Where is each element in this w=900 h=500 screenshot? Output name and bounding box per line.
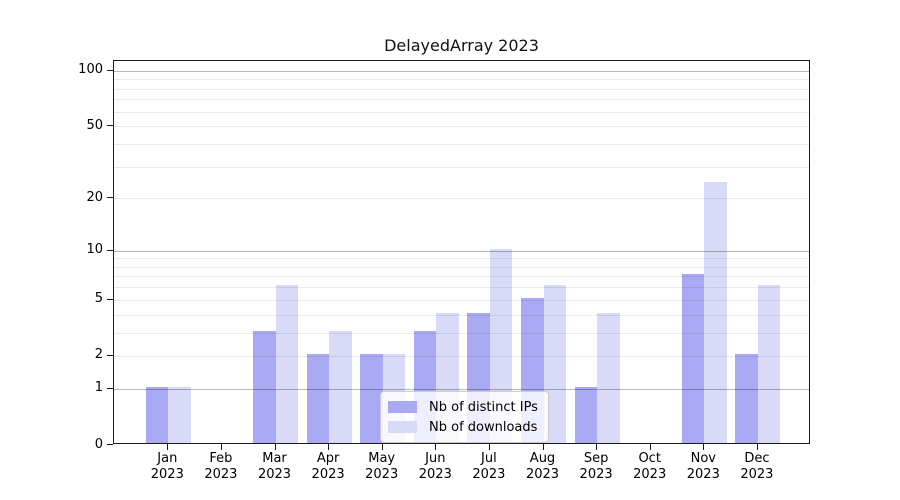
gridline-minor-40 — [114, 143, 809, 145]
x-tick-mar — [274, 444, 276, 450]
bar-downloads-mar — [275, 285, 298, 443]
bar-downloads-dec — [757, 285, 781, 443]
gridline-minor-9 — [114, 258, 809, 260]
x-tick-label-jun: Jun 2023 — [418, 451, 452, 482]
x-tick-oct — [649, 444, 651, 450]
x-tick-feb — [220, 444, 222, 450]
gridline-minor-70 — [114, 99, 809, 101]
y-tick-100 — [107, 69, 113, 71]
legend-entry-distinct-ips: Nb of distinct IPs — [388, 397, 538, 417]
bar-downloads-apr — [329, 330, 352, 443]
x-tick-label-sep: Sep 2023 — [579, 451, 613, 482]
bar-distinct-ips-mar — [253, 330, 276, 443]
gridline-minor-8 — [114, 266, 809, 268]
y-tick-1 — [107, 387, 113, 389]
gridline-minor-30 — [114, 166, 809, 168]
y-tick-label-20: 20 — [86, 189, 103, 205]
legend: Nb of distinct IPs Nb of downloads — [380, 391, 549, 443]
y-tick-label-50: 50 — [86, 117, 103, 133]
x-tick-dec — [756, 444, 758, 450]
gridline-major-1 — [114, 388, 809, 390]
bar-distinct-ips-sep — [574, 386, 598, 443]
y-tick-5 — [107, 298, 113, 300]
legend-entry-downloads: Nb of downloads — [388, 417, 538, 437]
y-tick-0 — [107, 444, 113, 445]
y-tick-2 — [107, 354, 113, 356]
gridline-minor-50 — [114, 126, 809, 128]
y-tick-label-0: 0 — [94, 436, 103, 452]
y-tick-label-1: 1 — [94, 380, 103, 396]
gridline-minor-6 — [114, 287, 809, 289]
gridline-minor-80 — [114, 88, 809, 90]
gridline-minor-20 — [114, 198, 809, 200]
gridline-major-10 — [114, 250, 809, 252]
gridline-major-100 — [114, 70, 809, 72]
x-tick-jul — [488, 444, 490, 450]
gridline-minor-2 — [114, 355, 809, 357]
legend-label-downloads: Nb of downloads — [429, 419, 538, 435]
bar-distinct-ips-apr — [306, 353, 330, 443]
bar-downloads-jan — [168, 386, 191, 443]
x-tick-may — [381, 444, 383, 450]
bar-distinct-ips-dec — [735, 353, 758, 443]
x-tick-sep — [596, 444, 598, 450]
legend-label-distinct-ips: Nb of distinct IPs — [429, 399, 538, 415]
plot-area — [113, 60, 810, 444]
bar-distinct-ips-nov — [681, 274, 705, 443]
gridline-minor-60 — [114, 111, 809, 113]
x-tick-label-nov: Nov 2023 — [686, 451, 720, 482]
x-tick-label-jul: Jul 2023 — [472, 451, 506, 482]
legend-swatch-distinct-ips — [388, 401, 417, 413]
x-tick-apr — [328, 444, 330, 450]
x-tick-aug — [542, 444, 544, 450]
x-tick-nov — [703, 444, 705, 450]
chart-title: DelayedArray 2023 — [384, 36, 539, 55]
x-tick-label-apr: Apr 2023 — [311, 451, 345, 482]
y-tick-label-100: 100 — [78, 62, 103, 78]
gridline-minor-4 — [114, 314, 809, 316]
x-tick-label-dec: Dec 2023 — [740, 451, 774, 482]
bar-downloads-sep — [597, 312, 620, 443]
gridline-minor-7 — [114, 276, 809, 278]
gridline-minor-5 — [114, 299, 809, 301]
bar-downloads-nov — [704, 182, 727, 443]
y-tick-label-10: 10 — [86, 242, 103, 258]
y-tick-50 — [107, 125, 113, 127]
x-tick-label-oct: Oct 2023 — [633, 451, 667, 482]
bar-distinct-ips-may — [360, 353, 383, 443]
y-tick-20 — [107, 197, 113, 199]
x-tick-jan — [167, 444, 169, 450]
x-tick-jun — [435, 444, 437, 450]
legend-swatch-downloads — [388, 421, 417, 433]
y-tick-10 — [107, 249, 113, 251]
x-tick-label-mar: Mar 2023 — [257, 451, 292, 482]
bar-downloads-aug — [543, 285, 566, 443]
gridline-minor-90 — [114, 79, 809, 81]
x-tick-label-may: May 2023 — [365, 451, 399, 482]
x-tick-label-aug: Aug 2023 — [525, 451, 560, 482]
gridline-minor-3 — [114, 332, 809, 334]
y-tick-label-5: 5 — [94, 291, 103, 307]
x-tick-label-feb: Feb 2023 — [204, 451, 238, 482]
bar-distinct-ips-jan — [145, 386, 169, 443]
x-tick-label-jan: Jan 2023 — [150, 451, 184, 482]
y-tick-label-2: 2 — [94, 347, 103, 363]
